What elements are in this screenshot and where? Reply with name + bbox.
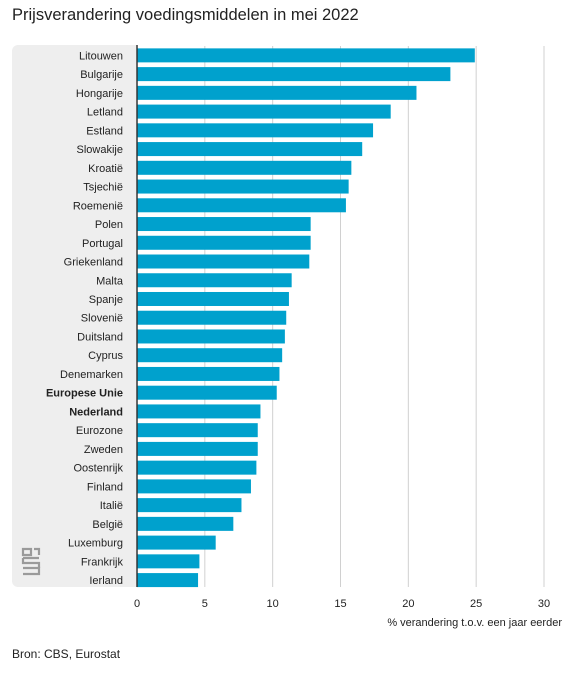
category-label: Eurozone xyxy=(76,425,123,437)
category-label: Slowakije xyxy=(77,144,123,156)
x-tick-label: 5 xyxy=(202,598,208,610)
category-label: Bulgarije xyxy=(80,69,123,81)
bar xyxy=(137,235,311,250)
bar xyxy=(137,254,310,269)
category-label: Hongarije xyxy=(76,88,123,100)
bar xyxy=(137,498,242,513)
cbs-logo-icon xyxy=(21,547,41,576)
bar xyxy=(137,273,292,288)
bar xyxy=(137,48,475,63)
category-label: Luxemburg xyxy=(68,538,123,550)
category-label: Nederland xyxy=(69,406,123,418)
x-tick-label: 10 xyxy=(267,598,279,610)
bar xyxy=(137,516,234,531)
bar xyxy=(137,348,283,363)
category-label: Italië xyxy=(100,500,123,512)
category-label: België xyxy=(92,519,123,531)
bar xyxy=(137,404,261,419)
category-label: Spanje xyxy=(89,294,123,306)
category-label: Duitsland xyxy=(77,331,123,343)
source-note: Bron: CBS, Eurostat xyxy=(12,647,121,661)
bar xyxy=(137,479,251,494)
category-label: Frankrijk xyxy=(81,556,124,568)
bar xyxy=(137,160,352,175)
bar xyxy=(137,441,258,456)
bar xyxy=(137,123,374,138)
category-label: Malta xyxy=(96,275,124,287)
category-label: Estland xyxy=(86,125,123,137)
category-label: Cyprus xyxy=(88,350,123,362)
category-label: Kroatië xyxy=(88,163,123,175)
category-label: Finland xyxy=(87,481,123,493)
category-label: Slovenië xyxy=(81,313,123,325)
category-label: Litouwen xyxy=(79,50,123,62)
category-label: Tsjechië xyxy=(83,182,123,194)
bar xyxy=(137,67,451,82)
category-label: Ierland xyxy=(89,575,123,587)
bar xyxy=(137,310,287,325)
category-label: Europese Unie xyxy=(46,388,123,400)
x-axis-title: % verandering t.o.v. een jaar eerder xyxy=(387,617,562,629)
category-label: Zweden xyxy=(84,444,123,456)
x-tick-label: 25 xyxy=(470,598,482,610)
bar xyxy=(137,85,417,100)
category-label: Denemarken xyxy=(60,369,123,381)
category-label: Griekenland xyxy=(64,257,123,269)
bar xyxy=(137,554,200,569)
chart-title: Prijsverandering voedingsmiddelen in mei… xyxy=(12,6,359,24)
bar xyxy=(137,104,391,119)
bar xyxy=(137,423,258,438)
bar xyxy=(137,198,346,213)
bar xyxy=(137,366,280,381)
bar xyxy=(137,291,289,306)
bar xyxy=(137,142,363,157)
bar xyxy=(137,179,349,194)
bar xyxy=(137,573,199,588)
bar xyxy=(137,535,216,550)
category-label: Roemenië xyxy=(73,200,123,212)
x-tick-label: 30 xyxy=(538,598,550,610)
bar xyxy=(137,460,257,475)
bar xyxy=(137,217,311,232)
category-label: Oostenrijk xyxy=(73,463,123,475)
bar xyxy=(137,385,277,400)
category-label-panel xyxy=(12,45,136,587)
x-tick-label: 0 xyxy=(134,598,140,610)
category-label: Letland xyxy=(87,107,123,119)
x-tick-label: 20 xyxy=(402,598,414,610)
bar xyxy=(137,329,285,344)
x-tick-label: 15 xyxy=(334,598,346,610)
category-label: Polen xyxy=(95,219,123,231)
category-label: Portugal xyxy=(82,238,123,250)
